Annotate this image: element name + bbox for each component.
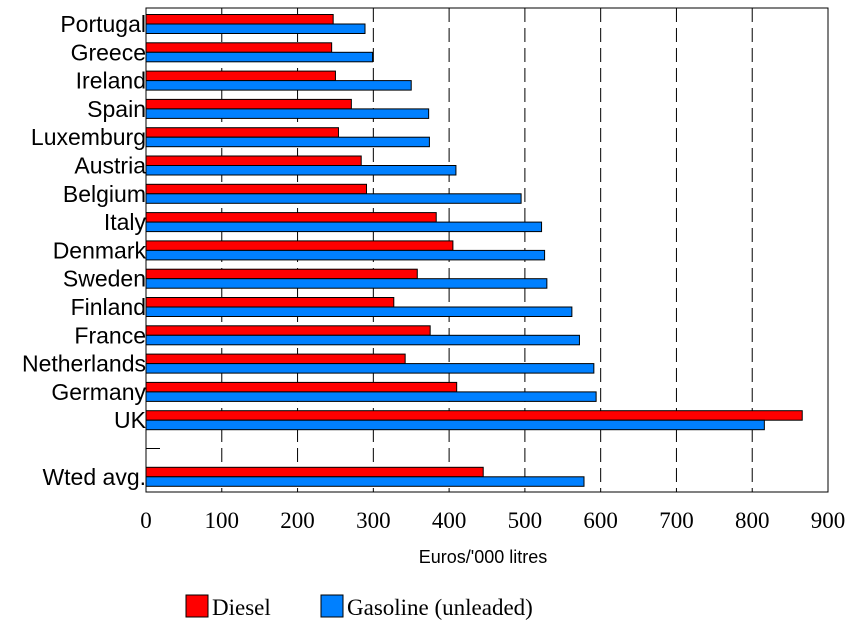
- bar-diesel: [145, 155, 362, 166]
- category-label: Germany: [51, 379, 146, 405]
- bar-diesel: [145, 268, 418, 280]
- bar-gasoline: [145, 165, 457, 176]
- x-tick-labels: 0 100 200 300 400 500 600 700 800 900: [140, 508, 845, 533]
- bar-gasoline: [145, 51, 374, 63]
- bar-gasoline: [145, 80, 412, 91]
- legend: Diesel Gasoline (unleaded): [185, 594, 533, 620]
- legend-swatch-diesel: [185, 594, 209, 618]
- x-axis-title: Euros/'000 litres: [419, 547, 548, 567]
- bar-gasoline: [145, 278, 548, 289]
- bar-diesel: [145, 466, 484, 478]
- x-tick-label: 600: [583, 508, 618, 533]
- category-label: Finland: [71, 294, 146, 320]
- bar-diesel: [145, 127, 339, 138]
- x-tick-label: 800: [735, 508, 770, 533]
- bar-diesel: [145, 98, 352, 110]
- x-tick-label: 500: [508, 508, 543, 533]
- category-label: France: [74, 322, 146, 348]
- bar-gasoline: [145, 136, 430, 148]
- category-label: Denmark: [53, 237, 147, 263]
- bar-diesel: [145, 381, 458, 393]
- category-label: Netherlands: [22, 351, 146, 377]
- bar-gasoline: [145, 419, 765, 431]
- bar-gasoline: [145, 221, 543, 233]
- bars: [145, 14, 803, 487]
- legend-label-diesel: Diesel: [212, 595, 271, 620]
- category-label: Luxemburg: [31, 124, 146, 150]
- category-label: Belgium: [63, 181, 146, 207]
- category-label: Sweden: [63, 266, 146, 292]
- bar-gasoline: [145, 249, 546, 261]
- bar-diesel: [145, 14, 334, 25]
- bar-diesel: [145, 325, 431, 336]
- bar-gasoline: [145, 334, 580, 346]
- bar-diesel: [145, 70, 336, 82]
- bar-gasoline: [145, 23, 366, 34]
- bar-diesel: [145, 183, 368, 195]
- category-label: UK: [114, 407, 147, 433]
- category-label: Portugal: [60, 11, 146, 37]
- bar-diesel: [145, 297, 395, 308]
- bar-diesel: [145, 410, 803, 421]
- bar-diesel: [145, 240, 454, 251]
- legend-swatch-gasoline: [320, 594, 344, 618]
- category-label: Greece: [71, 39, 146, 65]
- x-tick-label: 300: [356, 508, 391, 533]
- x-tick-label: 400: [432, 508, 467, 533]
- x-tick-label: 900: [811, 508, 846, 533]
- bar-gasoline: [145, 391, 597, 402]
- category-label: Wted avg.: [42, 464, 146, 490]
- bar-diesel: [145, 353, 406, 365]
- bar-diesel: [145, 212, 437, 223]
- bar-gasoline: [145, 363, 595, 374]
- legend-label-gasoline: Gasoline (unleaded): [347, 595, 533, 620]
- x-tick-label: 700: [659, 508, 694, 533]
- category-label: Austria: [74, 153, 146, 179]
- bar-gasoline: [145, 476, 585, 487]
- bar-diesel: [145, 42, 333, 53]
- bar-gasoline: [145, 108, 430, 119]
- category-label: Spain: [87, 96, 146, 122]
- x-tick-label: 0: [140, 508, 152, 533]
- x-tick-label: 200: [280, 508, 315, 533]
- category-label: Italy: [104, 209, 147, 235]
- bar-gasoline: [145, 193, 522, 204]
- x-tick-label: 100: [205, 508, 240, 533]
- category-label: Ireland: [76, 68, 146, 94]
- bar-gasoline: [145, 306, 573, 317]
